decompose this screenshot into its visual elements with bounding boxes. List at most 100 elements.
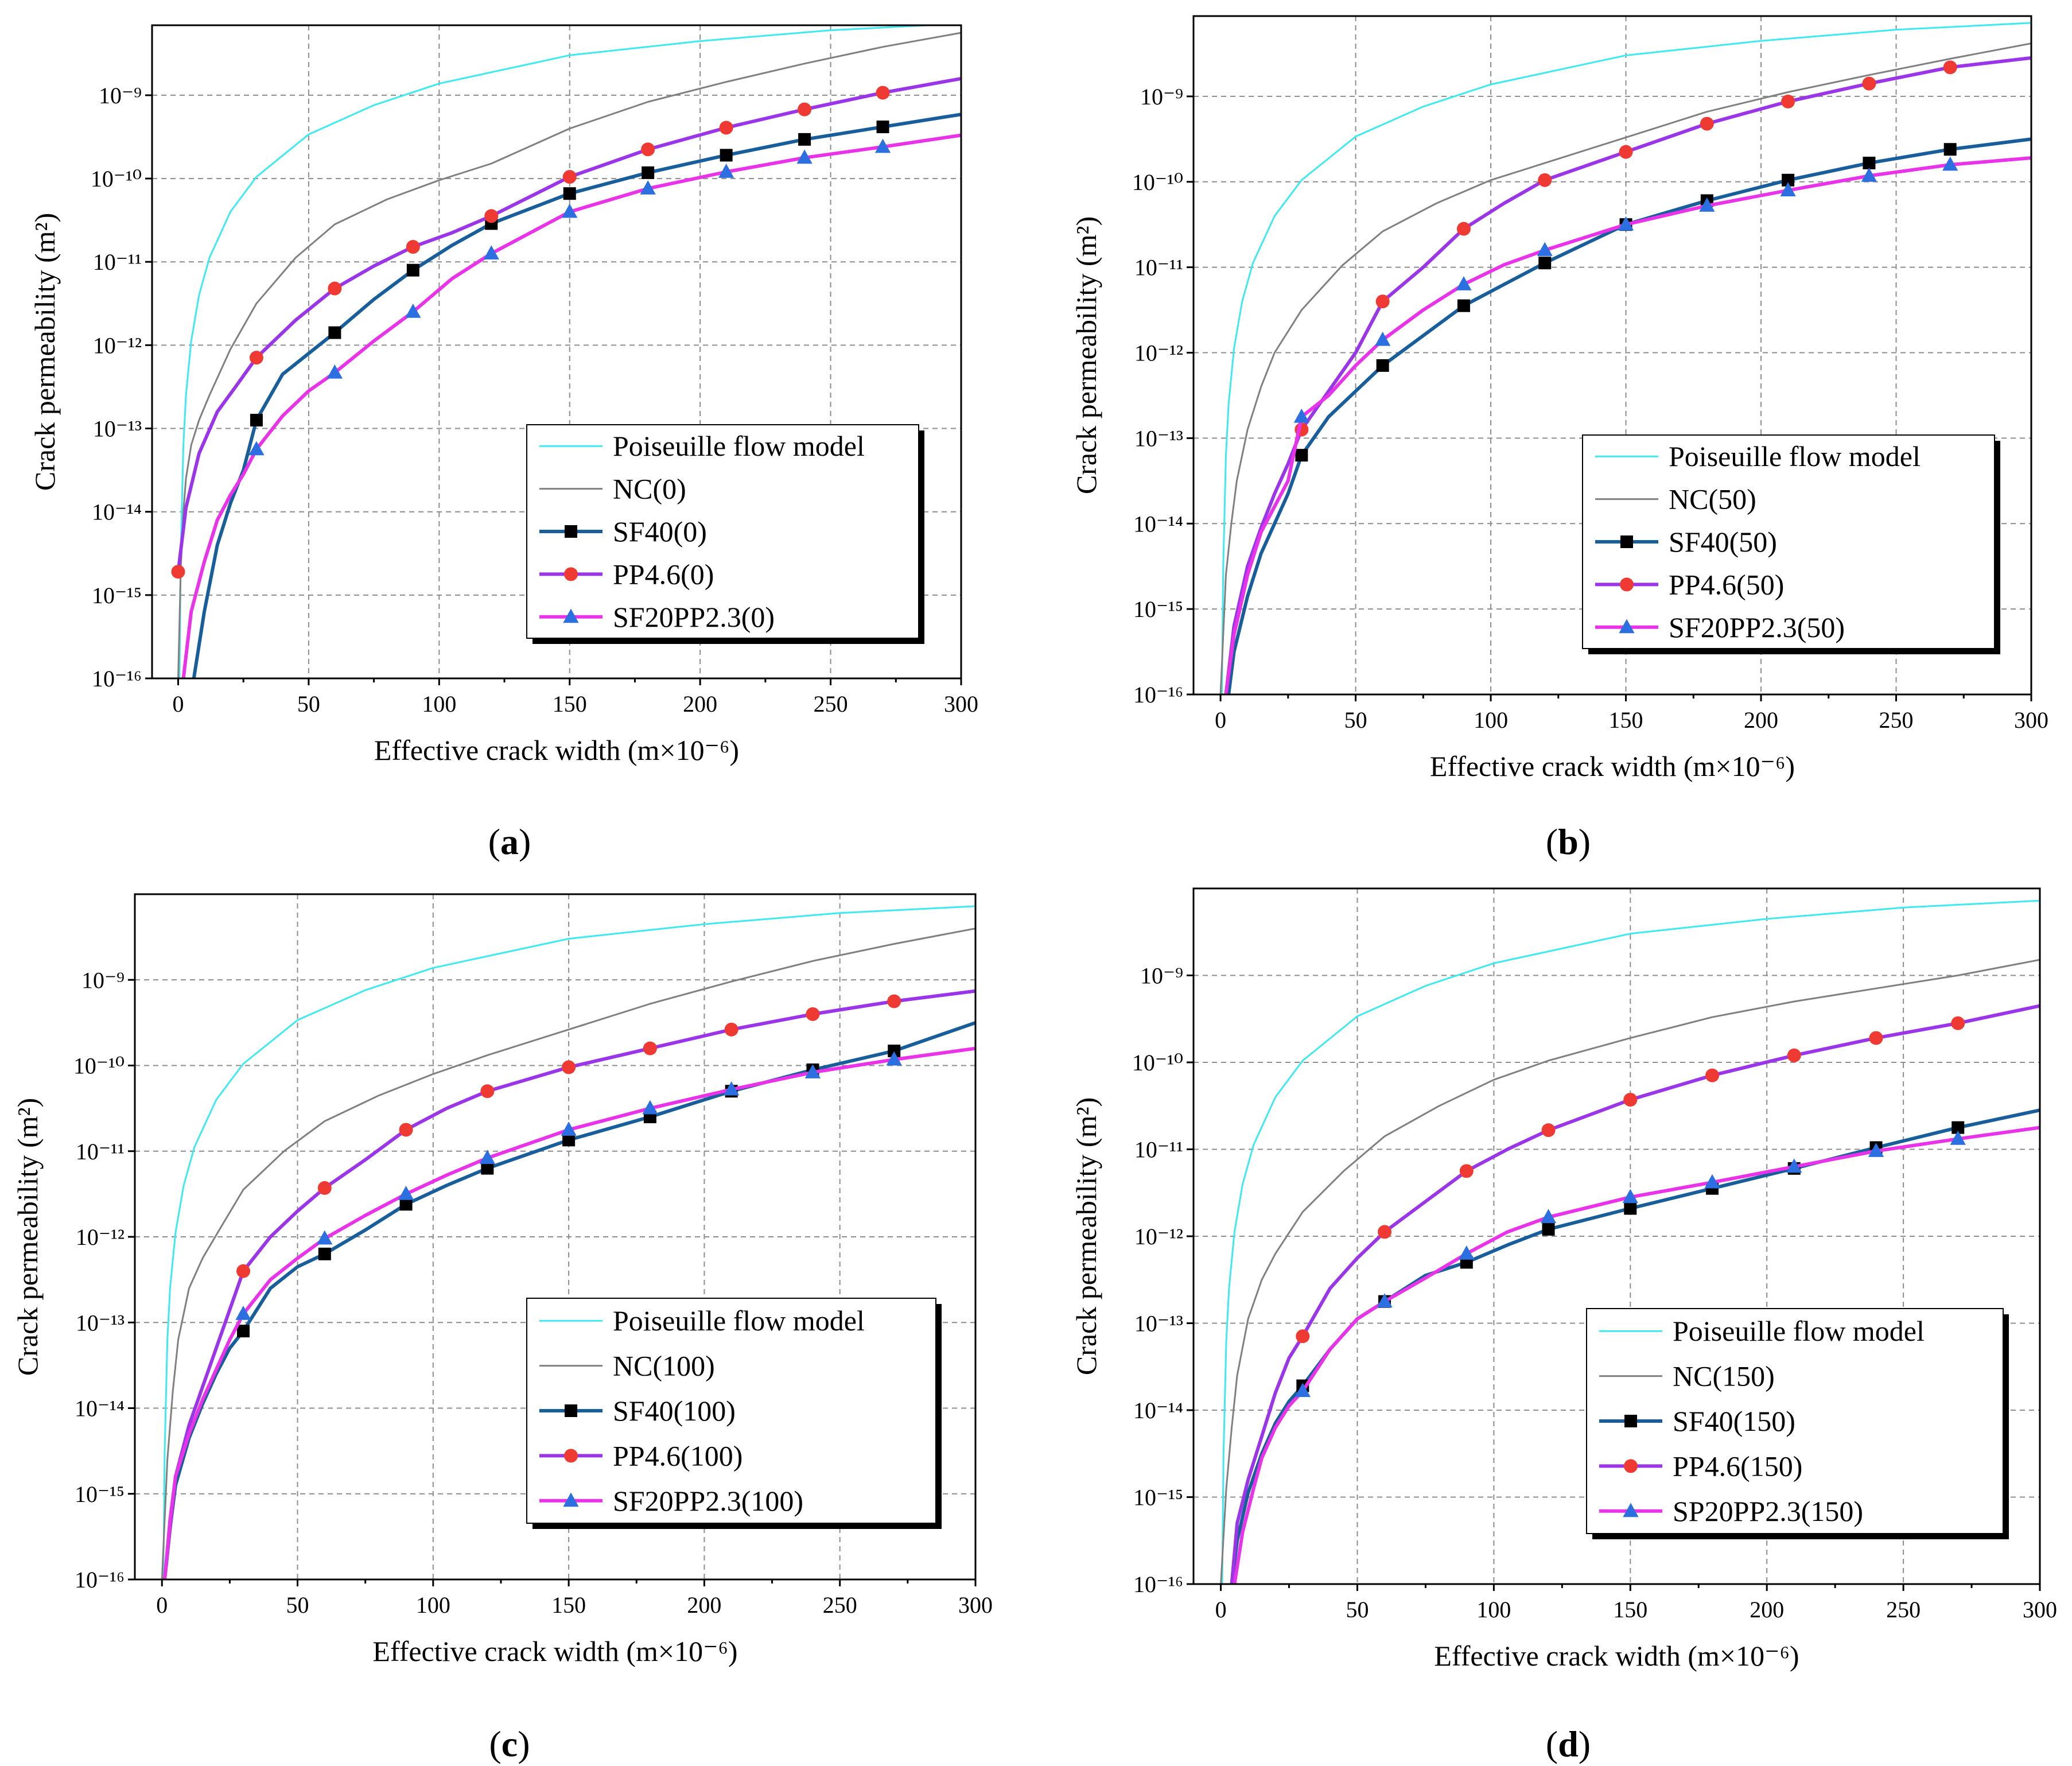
data-point-sf40 xyxy=(328,326,341,339)
data-point-sf40 xyxy=(250,414,263,427)
panel-label: (d) xyxy=(1546,1724,1591,1764)
series-line-sfpp xyxy=(1233,1125,2040,1584)
plot-frame xyxy=(1192,15,2032,696)
data-layer xyxy=(1219,22,2031,694)
y-tick-label: 10⁻¹⁰ xyxy=(91,166,142,192)
data-point-pp46 xyxy=(236,1264,251,1278)
y-tick-label: 10⁻¹⁵ xyxy=(1133,596,1183,622)
x-tick-label: 0 xyxy=(1215,1597,1227,1623)
panel-label-close: ) xyxy=(519,821,531,862)
data-point-sfpp xyxy=(1861,168,1877,182)
panel-label-open: ( xyxy=(1546,821,1558,862)
y-tick-label: 10⁻¹⁰ xyxy=(1132,169,1183,195)
data-point-pp46 xyxy=(399,1123,413,1137)
data-point-pp46 xyxy=(1787,1048,1801,1062)
legend-label: Poiseuille flow model xyxy=(613,1305,865,1337)
data-point-pp46 xyxy=(171,565,185,579)
x-axis-title: Effective crack width (m×10⁻⁶) xyxy=(1430,750,1795,782)
data-point-sf40 xyxy=(798,133,811,146)
y-tick-label: 10⁻¹³ xyxy=(1134,1311,1183,1337)
data-point-sfpp xyxy=(1459,1245,1475,1260)
data-point-sf40 xyxy=(399,1198,413,1211)
y-tick-label: 10⁻¹² xyxy=(1134,340,1183,366)
chart-panel-b: 0 50 100 150 200 250 300 10⁻¹⁶ 10⁻¹⁵ 10⁻¹⁴ 10⁻¹³ 10… xyxy=(1070,15,2048,862)
panel-label-open: ( xyxy=(1546,1724,1558,1764)
panel-label-letter: d xyxy=(1558,1724,1579,1764)
data-point-pp46 xyxy=(1619,145,1633,159)
legend-label: NC(100) xyxy=(613,1350,715,1382)
x-tick-label: 150 xyxy=(1613,1597,1647,1623)
data-point-pp46 xyxy=(1781,94,1795,108)
data-point-sf40 xyxy=(1863,157,1876,170)
data-point-sfpp xyxy=(642,1100,658,1115)
data-point-sf40 xyxy=(563,187,576,200)
data-point-sf40 xyxy=(720,149,733,162)
panel-label: (b) xyxy=(1546,821,1591,862)
y-tick-label: 10⁻¹¹ xyxy=(93,249,142,275)
legend-label: Poiseuille flow model xyxy=(1673,1315,1925,1347)
data-point-pp46 xyxy=(1951,1016,1965,1030)
legend-label: PP4.6(50) xyxy=(1669,568,1784,600)
y-tick-label: 10⁻¹¹ xyxy=(1134,255,1183,281)
data-point-pp46 xyxy=(328,281,342,296)
x-tick-label: 100 xyxy=(422,691,456,717)
y-tick-label: 10⁻⁹ xyxy=(99,83,142,108)
data-point-sf40 xyxy=(406,263,419,277)
y-tick-label: 10⁻¹² xyxy=(1134,1224,1183,1249)
data-point-sf40 xyxy=(888,1045,901,1058)
chart-panel-d: 0 50 100 150 200 250 300 10⁻¹⁶ 10⁻¹⁵ 10⁻¹⁴ 10⁻¹³ 10… xyxy=(1070,887,2057,1764)
data-point-sf40 xyxy=(1295,449,1308,462)
y-tick-label: 10⁻¹⁴ xyxy=(75,1396,125,1422)
y-tick-label: 10⁻¹² xyxy=(93,332,142,358)
data-point-sf40 xyxy=(1542,1222,1555,1236)
data-point-pp46 xyxy=(1541,1123,1556,1138)
x-tick-label: 200 xyxy=(687,1592,721,1618)
x-tick-label: 50 xyxy=(297,691,320,717)
data-point-sfpp xyxy=(886,1051,902,1066)
legend-label: PP4.6(100) xyxy=(613,1439,743,1472)
data-point-sfpp xyxy=(1540,1209,1557,1224)
data-point-pp46 xyxy=(1623,1093,1638,1107)
data-point-sfpp xyxy=(1622,1189,1638,1204)
legend-marker-pp46 xyxy=(1624,1459,1638,1473)
y-tick-label: 10⁻¹³ xyxy=(93,416,142,442)
data-point-sfpp xyxy=(483,245,499,260)
data-point-pp46 xyxy=(1700,117,1714,131)
data-point-sf40 xyxy=(1376,359,1389,372)
x-tick-label: 250 xyxy=(1886,1597,1921,1623)
y-tick-label: 10⁻¹⁶ xyxy=(75,1567,125,1593)
x-axis-title: Effective crack width (m×10⁻⁶) xyxy=(372,1635,737,1667)
data-point-sf40 xyxy=(1943,143,1957,156)
data-point-sfpp xyxy=(874,138,891,153)
data-point-sfpp xyxy=(1699,197,1715,212)
data-point-sf40 xyxy=(318,1247,331,1260)
data-point-sfpp xyxy=(1786,1158,1802,1173)
x-tick-label: 300 xyxy=(2023,1597,2057,1623)
data-point-pp46 xyxy=(1705,1068,1720,1082)
legend-label: SF20PP2.3(100) xyxy=(613,1485,803,1517)
chart-panel-c: 0 50 100 150 200 250 300 10⁻¹⁶ 10⁻¹⁵ 10⁻¹⁴ 10⁻¹³ 10… xyxy=(11,893,993,1764)
y-tick-label: 10⁻¹³ xyxy=(76,1310,125,1336)
x-tick-label: 150 xyxy=(551,1592,586,1618)
y-tick-label: 10⁻¹⁶ xyxy=(1133,1571,1183,1597)
data-point-pp46 xyxy=(1869,1031,1883,1045)
x-tick-label: 150 xyxy=(553,691,587,717)
series-line-nc xyxy=(177,32,961,678)
data-point-pp46 xyxy=(562,170,577,184)
y-tick-label: 10⁻¹² xyxy=(76,1224,125,1250)
legend: Poiseuille flow model NC(50) SF40(50) PP4.6… xyxy=(1582,434,2000,654)
data-point-pp46 xyxy=(480,1084,495,1099)
legend-label: NC(0) xyxy=(613,473,686,505)
data-point-pp46 xyxy=(1538,173,1552,187)
data-point-sfpp xyxy=(1456,276,1472,290)
data-point-pp46 xyxy=(643,1041,657,1055)
legend-label: PP4.6(150) xyxy=(1673,1450,1802,1482)
data-point-pp46 xyxy=(249,351,263,365)
data-point-pp46 xyxy=(1862,76,1876,91)
legend-marker-sfpp xyxy=(563,1492,579,1507)
legend-label: SF20PP2.3(50) xyxy=(1669,611,1845,643)
y-tick-label: 10⁻¹¹ xyxy=(1134,1137,1183,1163)
data-point-sfpp xyxy=(724,1081,740,1096)
data-point-sf40 xyxy=(642,166,655,179)
y-tick-label: 10⁻¹⁴ xyxy=(1133,511,1183,537)
